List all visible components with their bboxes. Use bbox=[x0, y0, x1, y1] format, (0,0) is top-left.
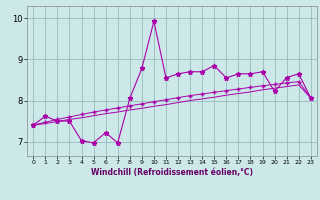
X-axis label: Windchill (Refroidissement éolien,°C): Windchill (Refroidissement éolien,°C) bbox=[91, 168, 253, 177]
